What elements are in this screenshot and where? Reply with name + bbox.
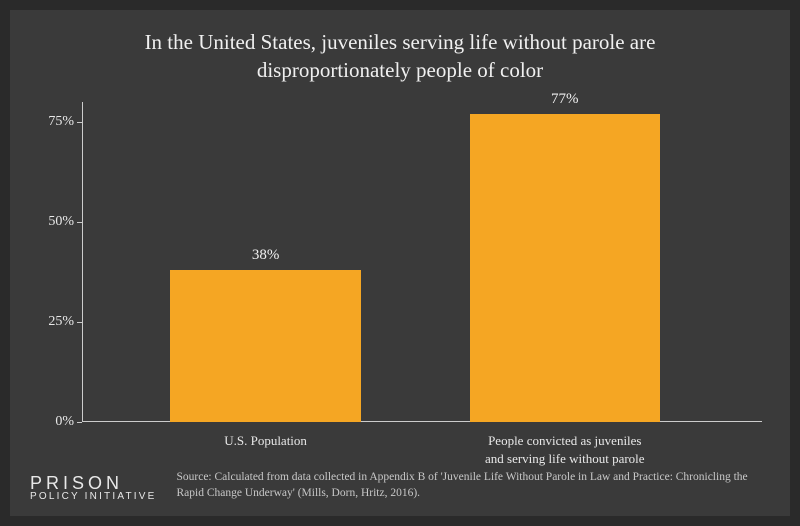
y-tick-mark <box>77 422 82 423</box>
bar-value-label: 77% <box>551 91 579 108</box>
chart-panel: In the United States, juveniles serving … <box>10 10 790 516</box>
y-tick-label: 50% <box>34 214 74 230</box>
logo-line-1: PRISON <box>30 474 157 492</box>
y-tick-mark <box>77 122 82 123</box>
y-tick-label: 25% <box>34 314 74 330</box>
chart-plot-area: 0%25%50%75%38%U.S. Population77%People c… <box>82 102 762 422</box>
y-tick-label: 75% <box>34 114 74 130</box>
y-axis <box>82 102 83 422</box>
logo: PRISON POLICY INITIATIVE <box>30 474 157 502</box>
bar-value-label: 38% <box>252 247 280 264</box>
y-tick-mark <box>77 222 82 223</box>
logo-line-2: POLICY INITIATIVE <box>30 492 157 502</box>
chart-title: In the United States, juveniles serving … <box>10 10 790 93</box>
bar: 77% <box>470 114 660 422</box>
source-text: Source: Calculated from data collected i… <box>177 469 771 502</box>
x-category-label: U.S. Population <box>140 432 390 450</box>
y-tick-label: 0% <box>34 414 74 430</box>
x-category-label: People convicted as juvenilesand serving… <box>440 432 690 467</box>
y-tick-mark <box>77 322 82 323</box>
bar: 38% <box>170 270 360 422</box>
footer: PRISON POLICY INITIATIVE Source: Calcula… <box>30 469 770 502</box>
